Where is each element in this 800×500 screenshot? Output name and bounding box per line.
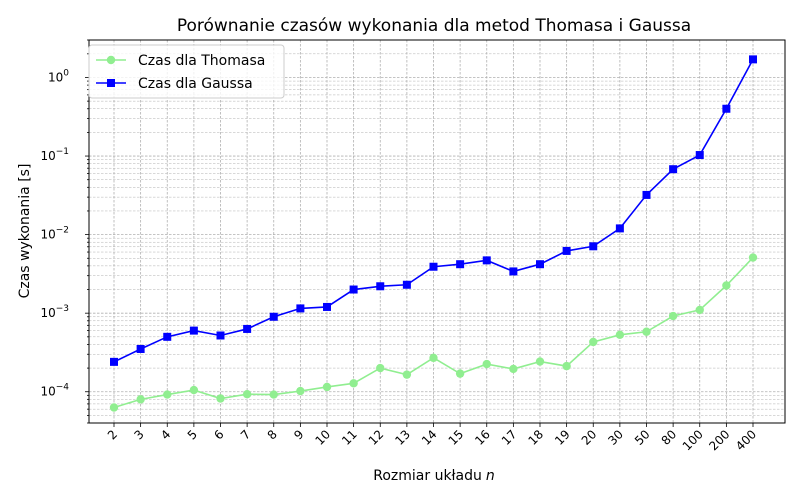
data-point-circle (163, 390, 172, 399)
data-point-circle (402, 370, 412, 379)
data-point-square (110, 357, 118, 366)
data-point-circle (376, 363, 385, 373)
data-point-square (163, 332, 172, 341)
data-point-square (749, 55, 757, 64)
data-point-square (269, 312, 278, 321)
data-point-circle (269, 390, 278, 399)
data-point-square (482, 256, 491, 265)
data-point-square (376, 282, 385, 291)
series-square (110, 55, 757, 366)
data-point-square (216, 331, 225, 340)
data-point-square (296, 304, 305, 313)
data-point-circle (349, 379, 358, 388)
data-point-square (136, 344, 145, 353)
data-point-square (562, 246, 571, 255)
data-point-circle (589, 337, 598, 347)
data-point-circle (615, 330, 625, 340)
x-axis-label: Rozmiar układu n (373, 468, 495, 484)
legend-frame (88, 44, 285, 99)
data-point-circle (216, 394, 225, 403)
data-point-square (669, 165, 678, 174)
y-tick-label: 10−2 (40, 226, 69, 242)
y-axis-label: Czas wykonania [s] (17, 164, 33, 299)
data-point-square (536, 260, 544, 269)
data-point-square (429, 262, 438, 271)
data-point-square (349, 285, 358, 294)
data-point-circle (189, 385, 199, 395)
data-point-circle (695, 305, 704, 315)
data-point-circle (482, 359, 491, 369)
legend-label: Czas dla Gaussa (138, 76, 253, 92)
y-tick-label: 100 (48, 68, 69, 84)
data-point-circle (455, 369, 465, 378)
data-point-square (589, 242, 598, 251)
data-point-circle (668, 311, 678, 321)
data-point-square (509, 267, 518, 276)
data-point-circle (642, 327, 651, 336)
grid (89, 39, 785, 424)
data-point-circle (136, 395, 145, 404)
x-axis-label-variable: n (486, 468, 495, 484)
chart-title: Porównanie czasów wykonania dla metod Th… (177, 16, 691, 36)
series-circle (109, 253, 758, 412)
legend-label: Czas dla Thomasa (138, 53, 265, 69)
data-point-square (402, 280, 411, 289)
data-point-square (456, 260, 465, 269)
data-point-circle (748, 253, 758, 262)
series-layer (109, 55, 758, 412)
data-point-square (722, 104, 731, 113)
legend: Czas dla Thomasa Czas dla Gaussa (88, 44, 285, 99)
data-point-circle (242, 390, 252, 399)
data-point-square (323, 302, 331, 311)
x-axis-label-text: Rozmiar układu (373, 468, 482, 484)
data-point-circle (722, 281, 731, 290)
legend-marker-circle (106, 55, 116, 65)
y-tick-label: 10−3 (40, 304, 69, 320)
data-point-square (189, 326, 198, 335)
data-point-circle (429, 353, 438, 363)
data-point-square (243, 324, 252, 333)
y-tick-label: 10−1 (40, 147, 69, 163)
data-point-square (642, 190, 651, 199)
plot-frame (88, 39, 786, 424)
data-point-square (695, 151, 704, 160)
legend-marker-square (107, 79, 115, 87)
data-point-square (615, 224, 624, 233)
data-point-circle (535, 357, 545, 366)
y-tick-label: 10−4 (40, 383, 69, 399)
data-point-circle (109, 403, 119, 412)
data-point-circle (322, 382, 332, 392)
data-point-circle (509, 364, 518, 374)
data-point-circle (562, 361, 571, 371)
data-point-circle (296, 386, 305, 396)
